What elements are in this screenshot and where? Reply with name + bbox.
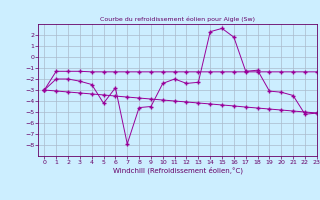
X-axis label: Windchill (Refroidissement éolien,°C): Windchill (Refroidissement éolien,°C) [113,167,243,174]
Title: Courbe du refroidissement éolien pour Aigle (Sw): Courbe du refroidissement éolien pour Ai… [100,17,255,22]
